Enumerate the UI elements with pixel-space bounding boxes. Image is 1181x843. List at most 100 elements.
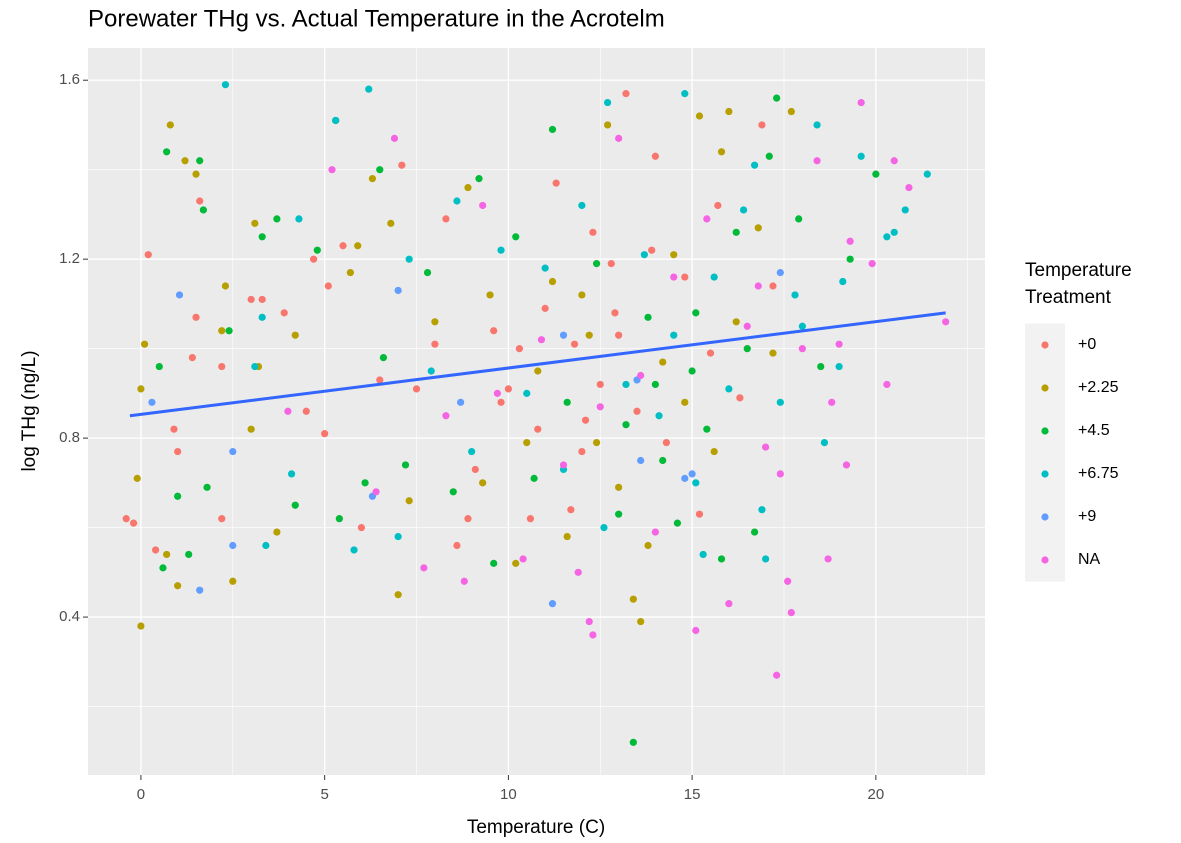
point (578, 447, 586, 456)
point (651, 380, 659, 389)
legend-title: Temperature (1025, 260, 1132, 281)
point (589, 228, 597, 236)
point (442, 215, 450, 223)
point (273, 528, 281, 536)
point (335, 515, 343, 523)
point (673, 519, 682, 527)
point (431, 340, 439, 348)
point (174, 492, 182, 500)
y-tick-label: 1.6 (59, 71, 80, 88)
legend-marker (1041, 341, 1049, 349)
point (273, 215, 281, 223)
point (442, 412, 450, 420)
point (710, 447, 718, 456)
point (324, 282, 332, 290)
point (622, 380, 630, 389)
point (710, 273, 718, 281)
legend-label: +6.75 (1078, 465, 1119, 482)
point (776, 398, 784, 406)
point (394, 286, 402, 295)
point (651, 528, 659, 536)
point (670, 251, 678, 259)
point (229, 577, 237, 585)
point (541, 304, 549, 312)
point (479, 201, 487, 210)
point (736, 394, 744, 402)
x-tick-label: 20 (868, 786, 885, 803)
point (170, 425, 178, 433)
point (372, 488, 380, 496)
point (357, 523, 365, 532)
point (563, 532, 571, 541)
point (548, 125, 557, 134)
point (754, 282, 762, 290)
point (559, 461, 568, 469)
point (427, 367, 435, 375)
point (795, 215, 803, 223)
point (251, 362, 259, 371)
point (813, 157, 821, 165)
point (247, 295, 255, 304)
legend-label: +2.25 (1078, 379, 1119, 396)
point (835, 340, 843, 348)
point (548, 600, 557, 608)
point (390, 134, 399, 142)
point (905, 183, 913, 192)
point (196, 197, 204, 205)
point (387, 219, 395, 227)
point (339, 242, 347, 250)
point (163, 148, 171, 156)
point (420, 564, 428, 572)
point (218, 362, 226, 371)
point (570, 340, 579, 348)
point (890, 228, 898, 236)
point (537, 336, 546, 344)
point (762, 443, 770, 451)
point (166, 121, 174, 129)
point (692, 309, 700, 317)
point (776, 470, 784, 478)
point (633, 407, 641, 415)
point (475, 175, 483, 183)
point (504, 385, 512, 393)
point (655, 412, 663, 420)
point (670, 273, 678, 281)
point (868, 260, 876, 268)
point (493, 389, 501, 397)
point (122, 515, 130, 523)
point (148, 398, 156, 406)
point (181, 157, 189, 165)
point (581, 416, 590, 424)
legend-marker (1041, 427, 1049, 435)
point (769, 282, 777, 290)
point (479, 479, 487, 487)
point (310, 255, 318, 263)
point (497, 398, 505, 406)
point (743, 322, 751, 330)
y-tick-label: 0.4 (59, 608, 80, 625)
point (765, 152, 773, 160)
grid (88, 48, 985, 775)
point (185, 550, 193, 559)
point (706, 349, 715, 357)
point (192, 170, 200, 178)
point (604, 98, 612, 107)
point (637, 617, 645, 626)
point (152, 546, 160, 554)
point (798, 322, 806, 330)
point (798, 345, 806, 353)
point (490, 559, 498, 567)
point (221, 81, 230, 89)
point (486, 291, 494, 299)
point (526, 515, 535, 523)
point (813, 121, 821, 129)
point (717, 148, 726, 156)
point (692, 479, 700, 487)
point (453, 197, 461, 205)
point (563, 398, 571, 406)
point (695, 112, 704, 120)
point (376, 376, 384, 384)
point (637, 371, 645, 380)
point (773, 671, 781, 679)
point (629, 738, 637, 746)
